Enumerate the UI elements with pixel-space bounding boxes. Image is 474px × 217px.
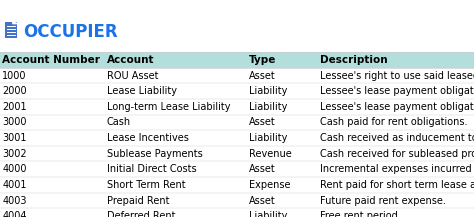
Text: Lease Incentives: Lease Incentives (107, 133, 189, 143)
Text: Account: Account (107, 55, 154, 65)
Text: Liability: Liability (249, 133, 287, 143)
Text: Sublease Payments: Sublease Payments (107, 149, 202, 159)
Text: 4000: 4000 (2, 164, 27, 174)
Text: Lessee's right to use said leased: Lessee's right to use said leased (320, 71, 474, 81)
Text: 3002: 3002 (2, 149, 27, 159)
Text: Asset: Asset (249, 71, 275, 81)
Text: Future paid rent expense.: Future paid rent expense. (320, 196, 446, 205)
Text: 3000: 3000 (2, 117, 27, 127)
Text: Liability: Liability (249, 211, 287, 217)
Text: 4003: 4003 (2, 196, 27, 205)
Text: 4001: 4001 (2, 180, 27, 190)
Text: Prepaid Rent: Prepaid Rent (107, 196, 169, 205)
Text: Revenue: Revenue (249, 149, 292, 159)
Text: Lease Liability: Lease Liability (107, 86, 177, 96)
Text: 2001: 2001 (2, 102, 27, 112)
Text: 3001: 3001 (2, 133, 27, 143)
Text: Incremental expenses incurred b: Incremental expenses incurred b (320, 164, 474, 174)
Text: Lessee's lease payment obligati-: Lessee's lease payment obligati- (320, 86, 474, 96)
Polygon shape (13, 22, 17, 24)
Text: Cash received as inducement to: Cash received as inducement to (320, 133, 474, 143)
Text: Asset: Asset (249, 164, 275, 174)
Text: Asset: Asset (249, 196, 275, 205)
Text: 2000: 2000 (2, 86, 27, 96)
Text: Asset: Asset (249, 117, 275, 127)
Text: 1000: 1000 (2, 71, 27, 81)
Text: 4004: 4004 (2, 211, 27, 217)
Text: Liability: Liability (249, 102, 287, 112)
FancyBboxPatch shape (5, 22, 17, 38)
Text: Short Term Rent: Short Term Rent (107, 180, 185, 190)
Text: Long-term Lease Liability: Long-term Lease Liability (107, 102, 230, 112)
Text: Account Number: Account Number (2, 55, 100, 65)
Text: ROU Asset: ROU Asset (107, 71, 158, 81)
Text: Liability: Liability (249, 86, 287, 96)
Text: Cash paid for rent obligations.: Cash paid for rent obligations. (320, 117, 467, 127)
Text: Cash: Cash (107, 117, 131, 127)
Text: Type: Type (249, 55, 276, 65)
Text: Initial Direct Costs: Initial Direct Costs (107, 164, 196, 174)
Text: Deferred Rent: Deferred Rent (107, 211, 175, 217)
Text: Rent paid for short term lease ag: Rent paid for short term lease ag (320, 180, 474, 190)
Text: OCCUPIER: OCCUPIER (23, 23, 118, 41)
Text: Description: Description (320, 55, 388, 65)
FancyBboxPatch shape (0, 52, 474, 68)
Text: Cash received for subleased pro: Cash received for subleased pro (320, 149, 474, 159)
Text: Free rent period.: Free rent period. (320, 211, 401, 217)
Text: Lessee's lease payment obligati-: Lessee's lease payment obligati- (320, 102, 474, 112)
Text: Expense: Expense (249, 180, 291, 190)
